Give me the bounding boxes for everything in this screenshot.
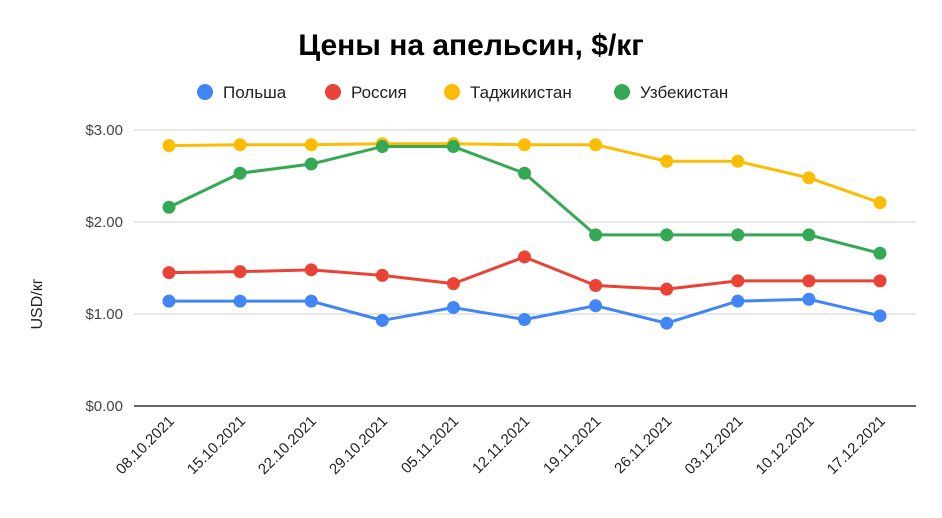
data-point xyxy=(446,140,460,154)
legend-marker xyxy=(444,84,460,100)
data-point xyxy=(518,250,531,264)
x-tick-label: 03.12.2021 xyxy=(682,413,747,478)
data-point xyxy=(518,138,531,152)
x-tick-label: 17.12.2021 xyxy=(824,413,889,478)
legend-item: Польша xyxy=(197,83,287,102)
y-tick-label: $1.00 xyxy=(85,306,123,323)
legend-label: Таджикистан xyxy=(470,83,572,102)
x-tick-label: 05.11.2021 xyxy=(398,413,462,477)
data-point xyxy=(304,294,318,308)
data-point xyxy=(589,228,603,242)
data-point xyxy=(802,274,816,288)
data-point xyxy=(660,228,674,242)
x-tick-label: 29.10.2021 xyxy=(326,413,391,478)
x-axis-ticks: 08.10.2021 15.10.2021 22.10.2021 29.10.2021… xyxy=(113,413,889,478)
legend-item: Таджикистан xyxy=(444,83,572,102)
data-point xyxy=(162,139,176,153)
x-tick-label: 10.12.2021 xyxy=(753,413,818,478)
series-Узбекистан xyxy=(162,140,887,260)
data-point xyxy=(162,294,176,308)
data-point xyxy=(162,200,176,214)
data-point xyxy=(802,228,816,242)
data-point xyxy=(233,166,247,180)
data-point xyxy=(731,274,745,288)
legend-label: Россия xyxy=(351,83,407,102)
legend-marker xyxy=(325,84,341,100)
x-tick-label: 12.11.2021 xyxy=(469,413,533,477)
data-point xyxy=(518,313,531,327)
legend: Польша Россия Таджикистан Узбекистан xyxy=(197,83,728,102)
data-point xyxy=(233,138,247,152)
data-point xyxy=(589,278,603,292)
data-point xyxy=(375,268,389,282)
data-point xyxy=(731,154,745,168)
legend-item: Узбекистан xyxy=(614,83,728,102)
data-point xyxy=(233,294,247,308)
legend-item: Россия xyxy=(325,83,407,102)
data-point xyxy=(304,138,318,152)
x-tick-label: 26.11.2021 xyxy=(611,413,675,477)
series-line xyxy=(168,145,881,255)
series-Россия xyxy=(162,250,887,296)
data-point xyxy=(873,274,887,288)
legend-label: Польша xyxy=(223,83,287,102)
data-point xyxy=(660,316,674,330)
data-point xyxy=(731,228,745,242)
legend-marker xyxy=(197,84,213,100)
x-tick-label: 22.10.2021 xyxy=(255,413,320,478)
data-point xyxy=(802,292,816,306)
data-point xyxy=(589,299,603,313)
x-tick-label: 19.11.2021 xyxy=(540,413,604,477)
data-point xyxy=(802,171,816,185)
data-point xyxy=(660,154,674,168)
chart-title: Цены на апельсин, $/кг xyxy=(298,29,644,62)
data-point xyxy=(446,277,460,291)
y-tick-label: $2.00 xyxy=(85,214,123,231)
data-point xyxy=(162,266,176,280)
x-tick-label: 08.10.2021 xyxy=(113,413,178,478)
y-tick-label: $3.00 xyxy=(85,122,123,139)
data-point xyxy=(446,301,460,315)
data-point xyxy=(731,294,745,308)
gridlines xyxy=(134,129,916,407)
legend-label: Узбекистан xyxy=(640,83,728,102)
legend-marker xyxy=(614,84,630,100)
series-group xyxy=(162,137,887,330)
series-Польша xyxy=(162,292,887,330)
data-point xyxy=(375,313,389,327)
data-point xyxy=(375,140,389,154)
data-point xyxy=(873,309,887,323)
data-point xyxy=(873,196,887,210)
data-point xyxy=(304,157,318,171)
data-point xyxy=(304,263,318,277)
y-axis-label: USD/кг xyxy=(29,278,46,329)
y-axis-ticks: $0.00 $1.00 $2.00 $3.00 xyxy=(85,122,123,415)
x-tick-label: 15.10.2021 xyxy=(184,413,249,478)
data-point xyxy=(518,166,531,180)
data-point xyxy=(589,138,603,152)
data-point xyxy=(660,282,674,296)
data-point xyxy=(873,246,887,260)
data-point xyxy=(233,265,247,279)
y-tick-label: $0.00 xyxy=(85,398,123,415)
